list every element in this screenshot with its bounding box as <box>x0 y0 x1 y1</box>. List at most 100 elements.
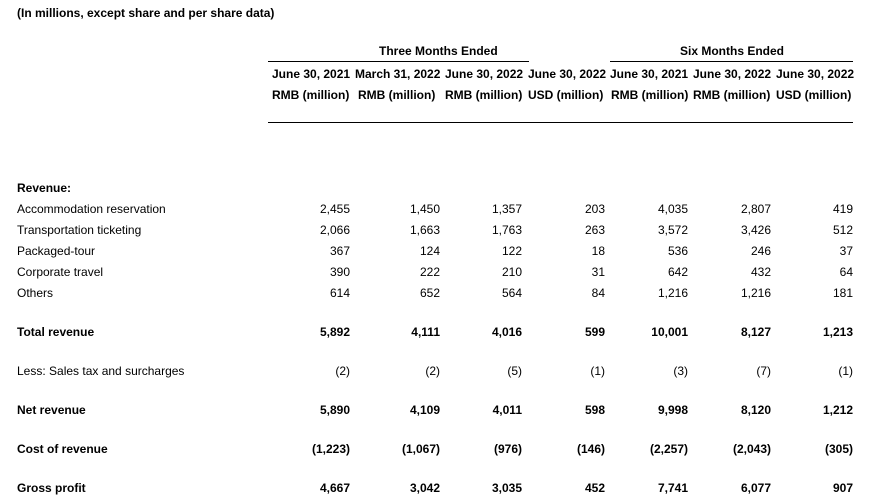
table-cell: 246 <box>750 244 771 258</box>
table-cell: 31 <box>591 265 605 279</box>
col-header-date: June 30, 2022 <box>528 67 607 81</box>
table-cell: 124 <box>419 244 440 258</box>
row-label: Less: Sales tax and surcharges <box>17 364 185 378</box>
row-label: Total revenue <box>17 325 95 339</box>
table-cell: 512 <box>832 223 853 237</box>
header-bottom-rule <box>268 122 853 123</box>
table-cell: 4,011 <box>492 403 522 417</box>
table-cell: 367 <box>329 244 350 258</box>
table-cell: 10,001 <box>651 325 688 339</box>
row-label: Net revenue <box>17 403 86 417</box>
table-cell: 536 <box>667 244 688 258</box>
table-cell: (3) <box>673 364 688 378</box>
table-cell: 452 <box>584 481 605 495</box>
table-cell: (305) <box>824 442 853 456</box>
table-cell: (1,223) <box>311 442 350 456</box>
group-header-three-months: Three Months Ended <box>379 44 498 58</box>
group-rule-six-months <box>610 61 853 62</box>
table-cell: 1,357 <box>491 202 522 216</box>
table-cell: 1,212 <box>822 403 853 417</box>
table-cell: 1,213 <box>822 325 853 339</box>
row-label: Transportation ticketing <box>17 223 142 237</box>
table-cell: (2) <box>425 364 440 378</box>
table-cell: 8,120 <box>740 403 771 417</box>
table-cell: 652 <box>419 286 440 300</box>
table-cell: 419 <box>832 202 853 216</box>
col-header-date: June 30, 2021 <box>610 67 689 81</box>
table-cell: 210 <box>501 265 522 279</box>
table-cell: (1) <box>838 364 853 378</box>
col-header-unit: RMB (million) <box>693 88 771 102</box>
table-cell: 390 <box>329 265 350 279</box>
table-cell: (5) <box>507 364 522 378</box>
table-cell: 3,426 <box>740 223 771 237</box>
row-label: Packaged-tour <box>17 244 96 258</box>
table-cell: 3,572 <box>657 223 688 237</box>
table-cell: (2,043) <box>732 442 771 456</box>
section-label-revenue: Revenue: <box>17 181 72 195</box>
table-cell: 7,741 <box>657 481 688 495</box>
table-cell: (2,257) <box>649 442 688 456</box>
table-cell: 614 <box>329 286 350 300</box>
table-cell: 1,216 <box>740 286 771 300</box>
table-cell: 2,066 <box>319 223 350 237</box>
row-label: Cost of revenue <box>17 442 108 456</box>
group-rule-three-months <box>268 61 529 62</box>
row-label: Others <box>17 286 54 300</box>
table-cell: 203 <box>584 202 605 216</box>
table-cell: 9,998 <box>657 403 688 417</box>
table-cell: 1,216 <box>657 286 688 300</box>
table-cell: 5,890 <box>319 403 350 417</box>
table-cell: 5,892 <box>319 325 350 339</box>
table-cell: (7) <box>756 364 771 378</box>
table-cell: 3,035 <box>491 481 522 495</box>
table-cell: 122 <box>501 244 522 258</box>
table-cell: 37 <box>839 244 853 258</box>
table-cell: (976) <box>493 442 522 456</box>
table-cell: 1,663 <box>409 223 440 237</box>
table-cell: 642 <box>667 265 688 279</box>
table-cell: 4,016 <box>491 325 522 339</box>
row-label: Accommodation reservation <box>17 202 166 216</box>
table-cell: 1,763 <box>491 223 522 237</box>
table-cell: (1,067) <box>401 442 440 456</box>
row-label: Corporate travel <box>17 265 104 279</box>
table-cell: 4,035 <box>657 202 688 216</box>
table-cell: 598 <box>584 403 605 417</box>
table-cell: 84 <box>591 286 605 300</box>
table-cell: 3,042 <box>409 481 440 495</box>
table-caption: (In millions, except share and per share… <box>17 6 275 20</box>
table-cell: 564 <box>501 286 522 300</box>
table-cell: 18 <box>591 244 605 258</box>
table-cell: 6,077 <box>740 481 771 495</box>
table-cell: 2,455 <box>319 202 350 216</box>
table-cell: 1,450 <box>409 202 440 216</box>
col-header-unit: RMB (million) <box>272 88 350 102</box>
table-cell: 64 <box>839 265 853 279</box>
group-header-six-months: Six Months Ended <box>680 44 785 58</box>
table-cell: 4,667 <box>319 481 350 495</box>
table-cell: 4,109 <box>409 403 440 417</box>
row-label: Gross profit <box>17 481 86 495</box>
table-cell: (2) <box>335 364 350 378</box>
table-cell: 8,127 <box>740 325 771 339</box>
col-header-unit: RMB (million) <box>358 88 436 102</box>
col-header-unit: USD (million) <box>776 88 852 102</box>
col-header-date: June 30, 2022 <box>693 67 772 81</box>
col-header-date: March 31, 2022 <box>355 67 441 81</box>
table-cell: 222 <box>419 265 440 279</box>
col-header-date: June 30, 2022 <box>445 67 524 81</box>
table-cell: (146) <box>576 442 605 456</box>
table-cell: (1) <box>590 364 605 378</box>
col-header-date: June 30, 2022 <box>776 67 855 81</box>
table-cell: 599 <box>584 325 605 339</box>
table-cell: 2,807 <box>740 202 771 216</box>
table-cell: 432 <box>750 265 771 279</box>
table-cell: 263 <box>584 223 605 237</box>
col-header-date: June 30, 2021 <box>272 67 351 81</box>
col-header-unit: RMB (million) <box>611 88 689 102</box>
table-cell: 907 <box>832 481 853 495</box>
table-cell: 181 <box>832 286 853 300</box>
table-cell: 4,111 <box>411 325 440 339</box>
col-header-unit: RMB (million) <box>445 88 523 102</box>
